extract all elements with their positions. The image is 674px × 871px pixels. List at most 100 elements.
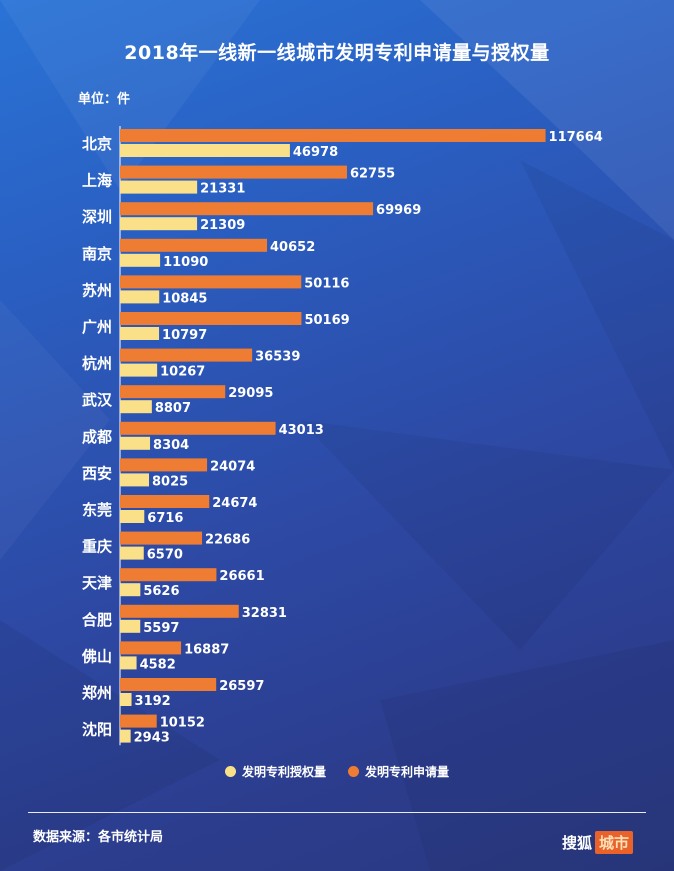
bar-application — [120, 641, 182, 655]
value-label-application: 117664 — [549, 130, 603, 145]
bar-grant — [120, 546, 144, 560]
value-label-application: 40652 — [270, 240, 315, 255]
value-label-grant: 21331 — [200, 182, 245, 197]
bar-application — [120, 275, 302, 289]
bar-application — [120, 348, 253, 362]
value-label-application: 36539 — [255, 350, 300, 365]
value-label-application: 69969 — [376, 203, 421, 218]
value-label-application: 43013 — [279, 423, 324, 438]
bar-grant — [120, 693, 132, 706]
bar-grant — [120, 327, 160, 340]
bar-application — [120, 165, 347, 179]
legend-item-application: 发明专利申请量 — [348, 763, 449, 780]
bar-grant — [120, 400, 152, 414]
value-label-grant: 8304 — [153, 438, 189, 453]
value-label-application: 24074 — [210, 459, 255, 474]
legend-label-application: 发明专利申请量 — [365, 765, 450, 779]
category-label: 天津 — [82, 574, 112, 592]
value-label-application: 26661 — [219, 569, 264, 584]
value-label-grant: 10797 — [162, 328, 207, 343]
legend-label-grant: 发明专利授权量 — [241, 765, 326, 779]
bar-grant — [120, 363, 158, 377]
value-label-application: 50169 — [304, 313, 349, 328]
logo-tag: 城市 — [595, 831, 634, 854]
bar-grant — [120, 144, 290, 157]
bar-grant — [120, 180, 198, 194]
value-label-grant: 6716 — [147, 511, 183, 526]
category-label: 成都 — [82, 428, 112, 446]
value-label-grant: 3192 — [135, 694, 171, 709]
legend-item-grant: 发明专利授权量 — [224, 763, 326, 780]
value-label-application: 62755 — [350, 167, 395, 182]
bar-grant — [120, 253, 161, 267]
legend-swatch-grant — [224, 766, 236, 777]
value-label-application: 50116 — [304, 276, 349, 291]
bar-application — [120, 531, 203, 545]
category-label: 西安 — [82, 464, 112, 482]
value-label-grant: 4582 — [140, 657, 176, 672]
value-label-grant: 5597 — [143, 621, 179, 636]
value-label-application: 16887 — [184, 642, 229, 657]
bar-application — [120, 129, 546, 142]
value-label-application: 22686 — [205, 533, 250, 548]
value-label-grant: 10845 — [162, 291, 207, 306]
bar-application — [120, 714, 157, 728]
category-label: 杭州 — [82, 355, 112, 373]
value-label-application: 26597 — [219, 679, 264, 694]
bar-grant — [120, 729, 131, 743]
bar-grant — [120, 656, 137, 670]
value-label-application: 10152 — [160, 716, 205, 731]
value-label-grant: 10267 — [160, 365, 205, 380]
category-label: 广州 — [82, 318, 112, 336]
logo-name: 搜狐 — [562, 834, 593, 852]
bar-application — [120, 238, 268, 252]
bar-grant — [120, 290, 160, 304]
value-label-grant: 2943 — [134, 731, 170, 746]
category-label: 重庆 — [82, 538, 112, 556]
value-label-grant: 8807 — [155, 401, 191, 416]
data-source: 数据来源：各市统计局 — [33, 830, 164, 845]
value-label-application: 32831 — [242, 606, 287, 621]
bar-application — [120, 202, 374, 216]
bar-application — [120, 312, 302, 325]
category-label: 合肥 — [81, 611, 112, 629]
bar-application — [120, 678, 217, 691]
value-label-grant: 6570 — [147, 548, 183, 563]
bar-grant — [120, 473, 150, 487]
category-label: 沈阳 — [82, 721, 112, 739]
category-label: 上海 — [82, 172, 112, 190]
value-label-grant: 46978 — [293, 145, 338, 160]
sohu-city-logo: 搜狐 城市 — [562, 831, 634, 854]
category-label: 东莞 — [82, 501, 112, 519]
value-label-grant: 8025 — [152, 474, 188, 489]
bar-grant — [120, 217, 198, 231]
category-label: 佛山 — [81, 647, 112, 665]
bar-grant — [120, 583, 141, 597]
category-label: 北京 — [82, 135, 112, 153]
chart-title: 2018年一线新一线城市发明专利申请量与授权量 — [124, 42, 550, 64]
value-label-grant: 21309 — [200, 218, 245, 233]
bar-application — [120, 495, 210, 508]
bar-grant — [120, 510, 145, 523]
value-label-application: 29095 — [228, 386, 273, 401]
category-label: 苏州 — [82, 281, 112, 299]
category-label: 南京 — [82, 245, 112, 263]
footer-divider — [28, 812, 646, 813]
category-label: 武汉 — [82, 391, 113, 409]
value-label-grant: 5626 — [143, 584, 179, 599]
value-label-grant: 11090 — [163, 255, 208, 270]
bar-application — [120, 458, 208, 472]
legend-swatch-application — [348, 766, 359, 777]
bar-application — [120, 385, 226, 399]
unit-label: 单位：件 — [78, 92, 131, 107]
value-label-application: 24674 — [212, 496, 257, 511]
bar-application — [120, 421, 276, 435]
bar-grant — [120, 619, 141, 633]
bar-application — [120, 604, 239, 618]
legend: 发明专利授权量 发明专利申请量 — [0, 763, 674, 780]
category-label: 郑州 — [82, 684, 112, 702]
bar-grant — [120, 436, 151, 450]
